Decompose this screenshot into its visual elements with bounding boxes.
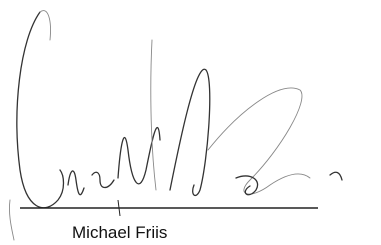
signatory-name: Michael Friis (72, 223, 167, 242)
signature-page: Michael Friis (0, 0, 381, 245)
signature-strokes (9, 11, 342, 240)
